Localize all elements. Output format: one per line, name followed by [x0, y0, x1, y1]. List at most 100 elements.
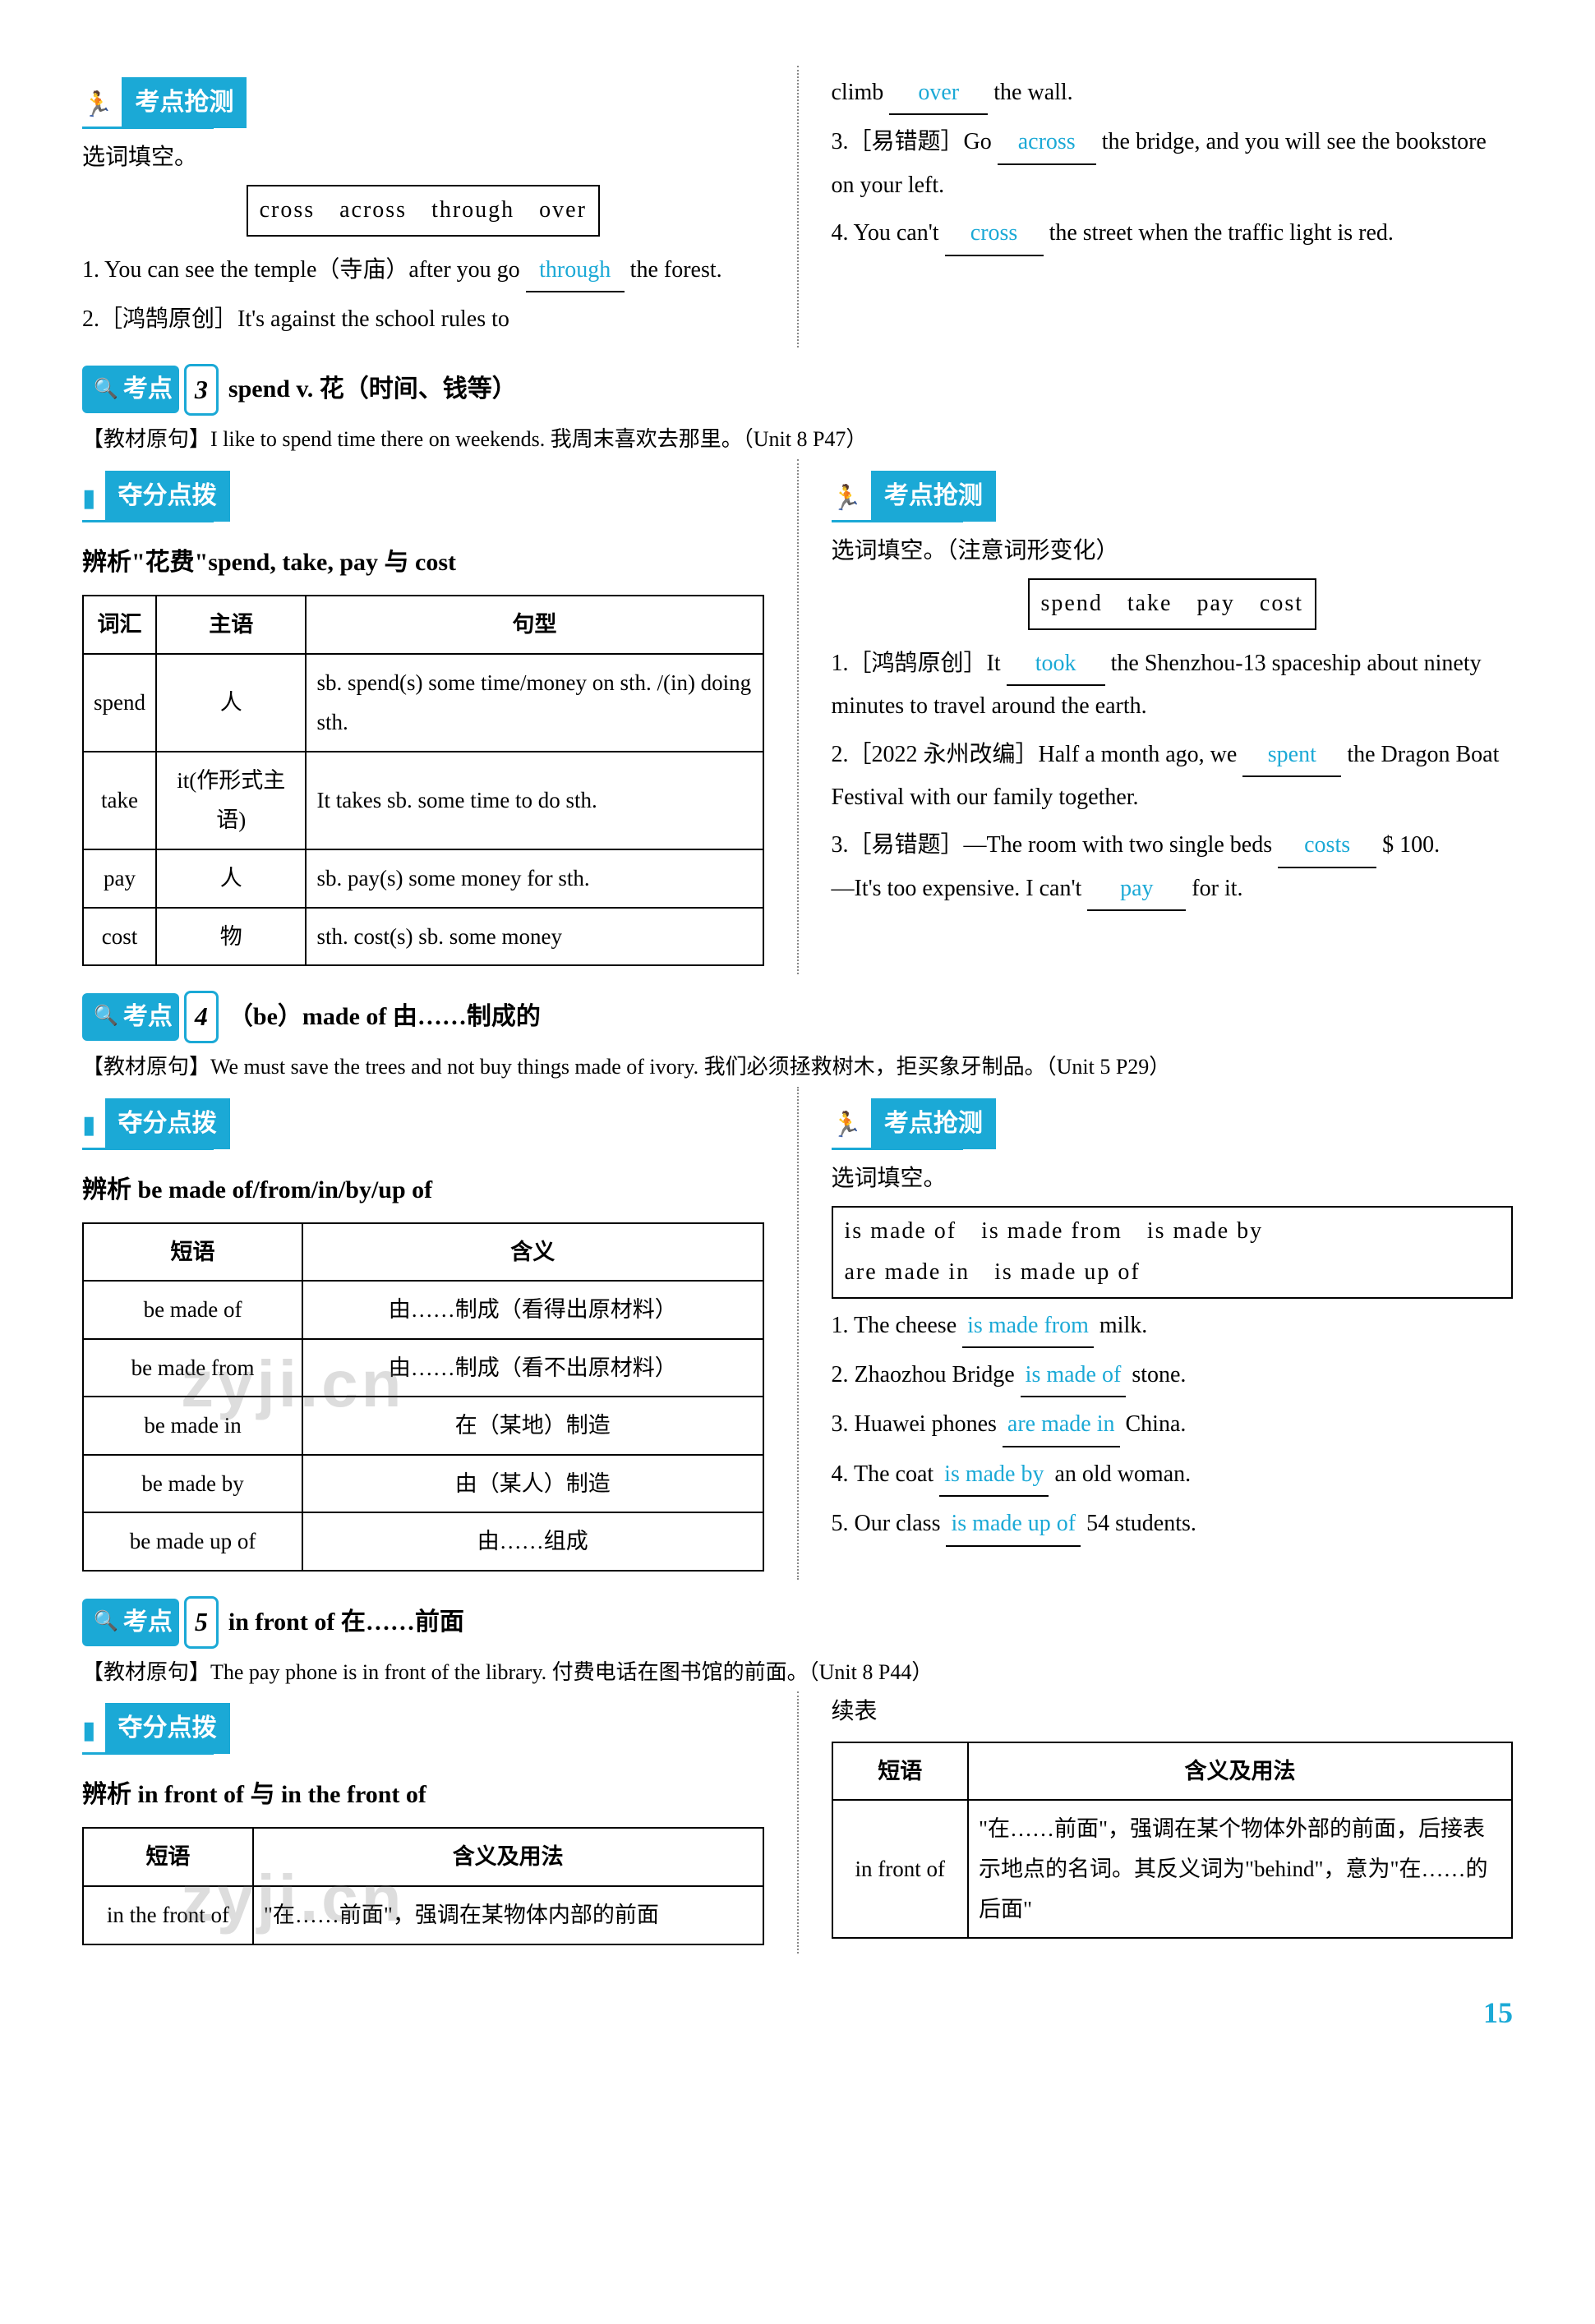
kd3-word-box-wrap: spend take pay cost — [832, 572, 1514, 636]
kd4-wb-l2: are made in is made up of — [845, 1252, 1500, 1293]
kd5-left: ▮ 夺分点拨 辨析 in front of 与 in the front of … — [82, 1691, 764, 1953]
td: 由……组成 — [302, 1512, 763, 1571]
td: be made of — [83, 1281, 302, 1339]
td: sb. spend(s) some time/money on sth. /(i… — [306, 654, 763, 752]
kd3-q1-fill[interactable]: took — [1007, 643, 1105, 686]
top-two-column: 🏃 考点抢测 选词填空。 cross across through over 1… — [82, 66, 1513, 347]
kd4-title: （be）made of 由……制成的 — [228, 995, 541, 1039]
table-header-row: 短语 含义及用法 — [832, 1742, 1513, 1801]
kd5-table-left: 短语 含义及用法 in the front of "在……前面"，强调在某物体内… — [82, 1827, 764, 1944]
kd3-right-intro: 选词填空。（注意词形变化） — [832, 531, 1514, 572]
kd5-source: 【教材原句】The pay phone is in front of the l… — [82, 1654, 1513, 1692]
flag-icon: ▮ — [82, 1717, 96, 1744]
td: cost — [83, 908, 156, 966]
table-row: in the front of "在……前面"，强调在某物体内部的前面 — [83, 1886, 763, 1944]
kd4-q1: 1. The cheese is made from milk. — [832, 1305, 1514, 1348]
kd5-two-col: ▮ 夺分点拨 辨析 in front of 与 in the front of … — [82, 1691, 1513, 1953]
kd3-right: 🏃 考点抢测 选词填空。（注意词形变化） spend take pay cost… — [797, 459, 1514, 974]
table-header-row: 词汇 主语 句型 — [83, 596, 763, 654]
kd5-num: 5 — [184, 1596, 219, 1649]
kd3-left: ▮ 夺分点拨 辨析"花费"spend, take, pay 与 cost 词汇 … — [82, 459, 764, 974]
kd4-q2-fill[interactable]: is made of — [1021, 1355, 1127, 1397]
th: 短语 — [83, 1223, 302, 1282]
top-r-q2-fill[interactable]: over — [889, 72, 988, 115]
top-r-q2: climb over the wall. — [832, 72, 1514, 115]
kd4-q1-post: milk. — [1099, 1313, 1147, 1338]
kd4-left: ▮ 夺分点拨 辨析 be made of/from/in/by/up of 短语… — [82, 1087, 764, 1581]
duofen-badge: ▮ 夺分点拨 — [82, 471, 230, 522]
qiance-label: 考点抢测 — [122, 77, 247, 128]
table-row: be made by 由（某人）制造 — [83, 1455, 763, 1513]
td: "在……前面"，强调在某物体内部的前面 — [253, 1886, 763, 1944]
kd4-num: 4 — [184, 991, 219, 1043]
qiance-badge: 🏃 考点抢测 — [832, 1098, 996, 1150]
table-row: cost 物 sth. cost(s) sb. some money — [83, 908, 763, 966]
td: take — [83, 752, 156, 849]
duofen-badge: ▮ 夺分点拨 — [82, 1703, 230, 1755]
kd4-two-col: ▮ 夺分点拨 辨析 be made of/from/in/by/up of 短语… — [82, 1087, 1513, 1581]
duofen-badge: ▮ 夺分点拨 — [82, 1098, 230, 1150]
top-r-q4-fill[interactable]: cross — [945, 213, 1044, 255]
kd3-q3-l2-fill[interactable]: pay — [1087, 868, 1186, 911]
td: "在……前面"，强调在某个物体外部的前面，后接表示地点的名词。其反义词为"beh… — [968, 1800, 1512, 1938]
top-word-box-wrap: cross across through over — [82, 178, 764, 242]
kd5-title: in front of 在……前面 — [228, 1600, 464, 1645]
top-left-intro: 选词填空。 — [82, 137, 764, 178]
top-r-q3: 3.［易错题］Go across the bridge, and you wil… — [832, 122, 1514, 206]
td: it(作形式主语) — [156, 752, 306, 849]
td: 由……制成（看得出原材料） — [302, 1281, 763, 1339]
kd5-subheading: 辨析 in front of 与 in the front of — [82, 1773, 764, 1817]
top-r-q4-post: the street when the traffic light is red… — [1049, 220, 1394, 246]
top-left-col: 🏃 考点抢测 选词填空。 cross across through over 1… — [82, 66, 764, 347]
kd4-badge: 🔍 考点 — [82, 993, 179, 1041]
kd3-header: 🔍 考点 3 spend v. 花（时间、钱等） — [82, 364, 1513, 416]
kd4-q3-fill[interactable]: are made in — [1003, 1404, 1120, 1447]
kd5-right: 续表 短语 含义及用法 in front of "在……前面"，强调在某个物体外… — [797, 1691, 1514, 1953]
kd4-q1-fill[interactable]: is made from — [962, 1305, 1094, 1348]
td: in front of — [832, 1800, 969, 1938]
kd5-header: 🔍 考点 5 in front of 在……前面 — [82, 1596, 1513, 1649]
kd4-q5-pre: 5. Our class — [832, 1511, 947, 1536]
kd3-q2: 2.［2022 永州改编］Half a month ago, we spent … — [832, 734, 1514, 819]
magnifier-icon: 🔍 — [94, 999, 118, 1034]
page-number: 15 — [82, 1986, 1513, 2040]
td: pay — [83, 849, 156, 908]
magnifier-icon: 🔍 — [94, 372, 118, 407]
td: 人 — [156, 849, 306, 908]
table-row: in front of "在……前面"，强调在某个物体外部的前面，后接表示地点的… — [832, 1800, 1513, 1938]
td: sth. cost(s) sb. some money — [306, 908, 763, 966]
top-r-q3-fill[interactable]: across — [998, 122, 1096, 164]
td: in the front of — [83, 1886, 253, 1944]
qiance-badge: 🏃 考点抢测 — [832, 471, 996, 522]
td: 由（某人）制造 — [302, 1455, 763, 1513]
flag-icon: ▮ — [82, 1111, 96, 1139]
th: 词汇 — [83, 596, 156, 654]
top-q1-fill[interactable]: through — [526, 250, 625, 292]
kd4-q5-fill[interactable]: is made up of — [946, 1503, 1081, 1546]
kd3-q3-pre: 3.［易错题］—The room with two single beds — [832, 832, 1279, 858]
kd4-q2-pre: 2. Zhaozhou Bridge — [832, 1362, 1021, 1387]
kd3-two-col: ▮ 夺分点拨 辨析"花费"spend, take, pay 与 cost 词汇 … — [82, 459, 1513, 974]
kd4-wb-l1: is made of is made from is made by — [845, 1211, 1500, 1252]
kd3-q3-fill[interactable]: costs — [1278, 825, 1376, 867]
td: 在（某地）制造 — [302, 1397, 763, 1455]
kd4-q3-pre: 3. Huawei phones — [832, 1411, 1003, 1437]
kd3-q3-mid: $ 100. — [1382, 832, 1440, 858]
kd3-q2-fill[interactable]: spent — [1242, 734, 1341, 777]
top-word-box: cross across through over — [247, 185, 600, 236]
th: 主语 — [156, 596, 306, 654]
kd4-word-box: is made of is made from is made by are m… — [832, 1206, 1514, 1299]
kd5-badge-text: 考点 — [123, 1600, 173, 1645]
kd3-word-box: spend take pay cost — [1028, 578, 1317, 629]
kd5-badge: 🔍 考点 — [82, 1599, 179, 1646]
td: be made in — [83, 1397, 302, 1455]
td: be made by — [83, 1455, 302, 1513]
runner-icon: 🏃 — [832, 485, 862, 512]
kd4-q1-pre: 1. The cheese — [832, 1313, 963, 1338]
duofen-label: 夺分点拨 — [105, 1703, 230, 1754]
kd4-q3: 3. Huawei phones are made in China. — [832, 1404, 1514, 1447]
qiance-badge: 🏃 考点抢测 — [82, 77, 247, 129]
kd4-q4-fill[interactable]: is made by — [939, 1454, 1049, 1497]
td: 由……制成（看不出原材料） — [302, 1339, 763, 1397]
top-right-col: climb over the wall. 3.［易错题］Go across th… — [797, 66, 1514, 347]
